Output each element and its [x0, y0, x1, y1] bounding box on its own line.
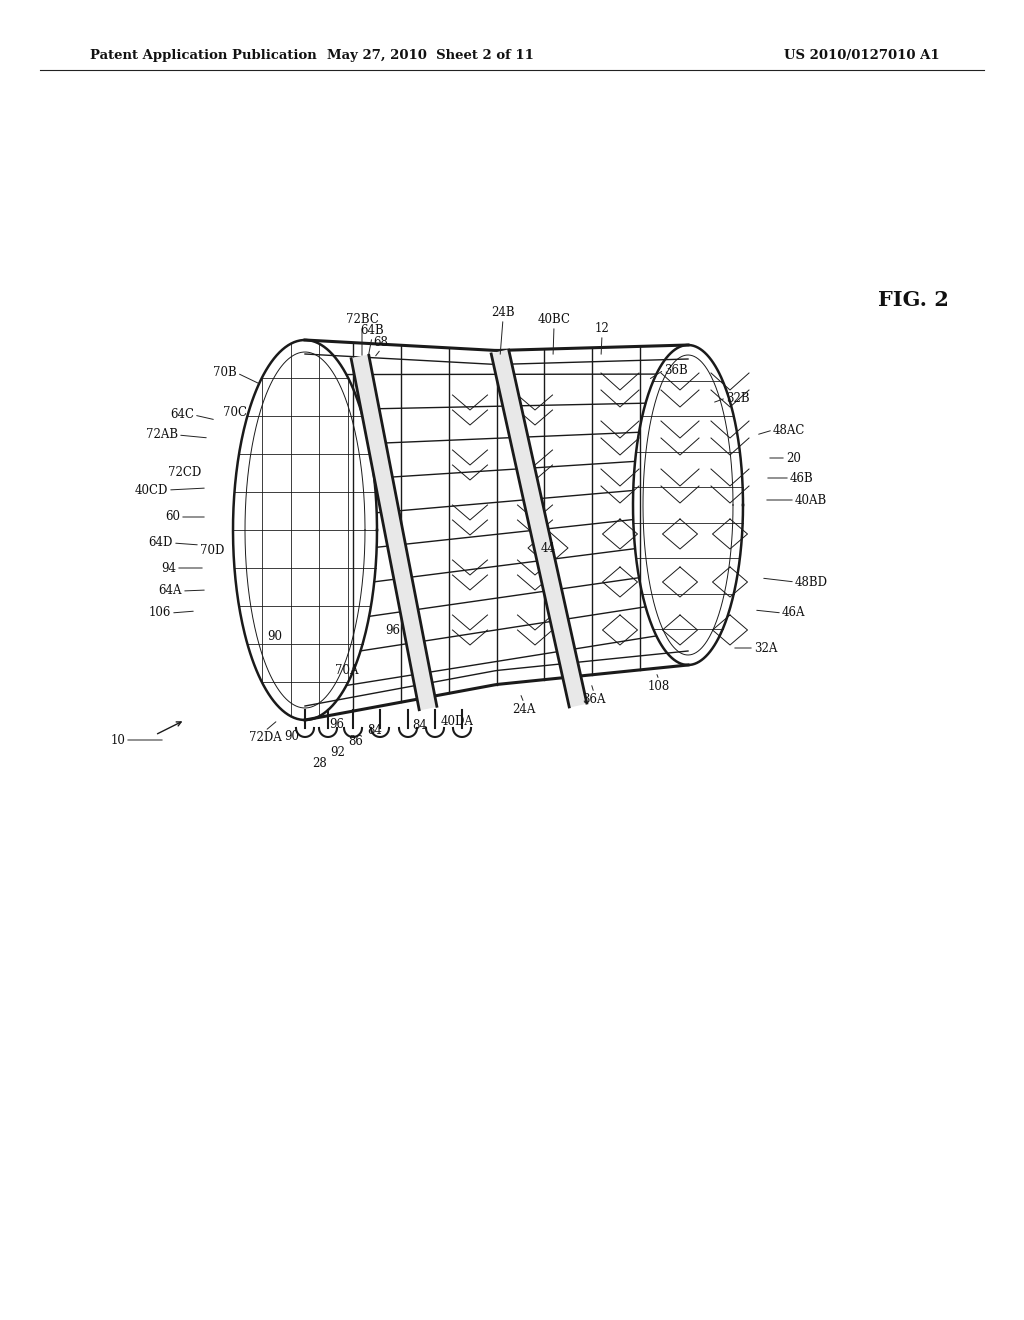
Text: 46B: 46B — [790, 471, 814, 484]
Text: 72BC: 72BC — [345, 313, 379, 326]
Text: 96: 96 — [385, 624, 400, 638]
Text: 48AC: 48AC — [773, 424, 805, 437]
Text: 32A: 32A — [754, 642, 777, 655]
Text: 28: 28 — [312, 756, 328, 770]
Text: 70B: 70B — [213, 367, 237, 380]
Text: 90: 90 — [267, 631, 282, 644]
Text: 92: 92 — [331, 746, 345, 759]
Text: 64B: 64B — [360, 323, 384, 337]
Text: 84: 84 — [368, 723, 382, 737]
Text: 84: 84 — [413, 719, 427, 733]
Text: 24A: 24A — [512, 704, 536, 715]
Text: 70C: 70C — [223, 407, 247, 420]
Text: 72CD: 72CD — [168, 466, 201, 479]
Text: 40CD: 40CD — [134, 483, 168, 496]
Text: 24B: 24B — [492, 306, 515, 319]
Text: 64D: 64D — [148, 536, 173, 549]
Text: 40BC: 40BC — [538, 313, 570, 326]
Text: 72AB: 72AB — [145, 429, 178, 441]
Text: 44: 44 — [541, 541, 555, 554]
Text: 40AB: 40AB — [795, 494, 827, 507]
Text: 70A: 70A — [335, 664, 358, 677]
Polygon shape — [492, 350, 587, 708]
Text: 10: 10 — [111, 734, 125, 747]
Text: 40DA: 40DA — [440, 715, 473, 729]
Text: US 2010/0127010 A1: US 2010/0127010 A1 — [784, 49, 940, 62]
Text: 36A: 36A — [583, 693, 606, 706]
Text: 108: 108 — [648, 680, 670, 693]
Text: 64C: 64C — [170, 408, 194, 421]
Polygon shape — [351, 355, 437, 710]
Text: 106: 106 — [148, 606, 171, 619]
Text: 64A: 64A — [159, 585, 182, 598]
Text: 94: 94 — [161, 561, 176, 574]
Text: 96: 96 — [330, 718, 344, 731]
Text: 48BD: 48BD — [795, 576, 828, 589]
Text: 72DA: 72DA — [249, 731, 282, 744]
Text: 32B: 32B — [726, 392, 750, 404]
Text: 12: 12 — [595, 322, 609, 335]
Text: 86: 86 — [348, 735, 364, 748]
Text: Patent Application Publication: Patent Application Publication — [90, 49, 316, 62]
Text: 68: 68 — [374, 337, 388, 348]
Text: 20: 20 — [786, 451, 801, 465]
Text: 60: 60 — [165, 511, 180, 524]
Text: 90: 90 — [284, 730, 299, 743]
Text: May 27, 2010  Sheet 2 of 11: May 27, 2010 Sheet 2 of 11 — [327, 49, 534, 62]
Text: FIG. 2: FIG. 2 — [878, 290, 949, 310]
Text: 36B: 36B — [664, 363, 688, 376]
Text: 46A: 46A — [782, 606, 806, 619]
Text: 70D: 70D — [200, 544, 224, 557]
